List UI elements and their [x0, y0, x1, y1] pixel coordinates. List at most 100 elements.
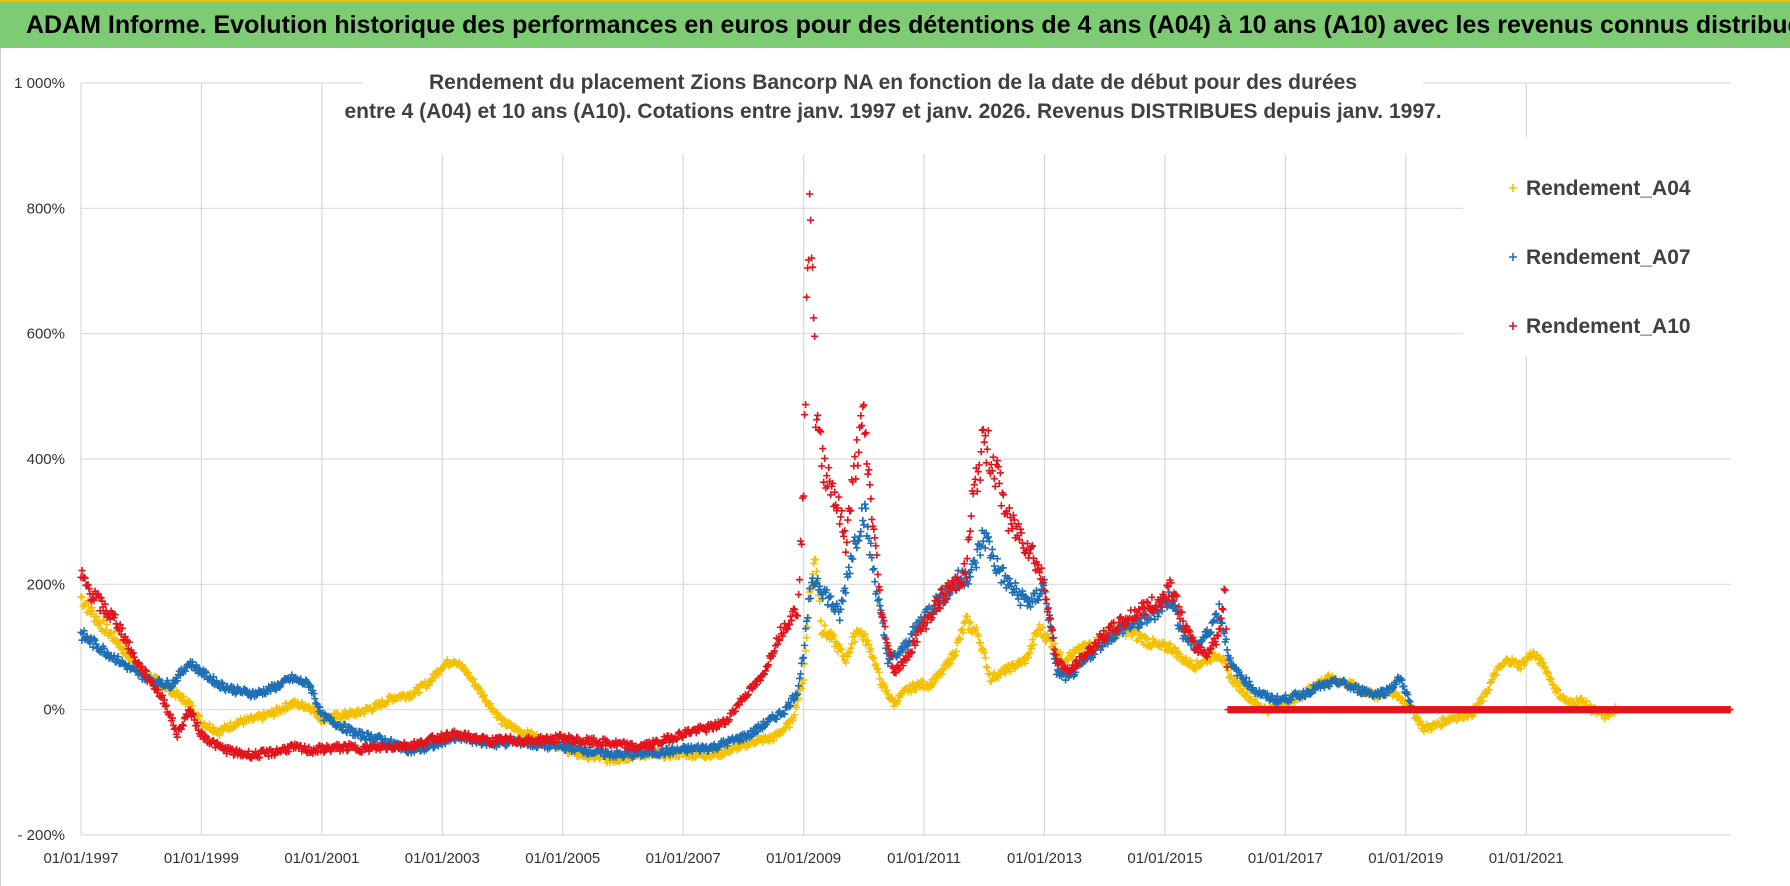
- data-point: [1144, 636, 1152, 644]
- data-point: [1215, 600, 1223, 608]
- data-point: [838, 596, 846, 604]
- data-point: [1003, 510, 1011, 518]
- data-point: [843, 538, 851, 546]
- data-point: [980, 649, 988, 657]
- data-point: [803, 634, 811, 642]
- data-point: [1029, 554, 1038, 562]
- data-point: [1005, 504, 1013, 512]
- data-point: [773, 640, 782, 648]
- data-point: [752, 681, 761, 689]
- data-point: [1104, 631, 1112, 639]
- data-point: [1014, 595, 1023, 603]
- data-point: [193, 719, 202, 727]
- data-point: [1040, 586, 1049, 595]
- data-point: [1070, 672, 1078, 680]
- data-point: [932, 607, 940, 615]
- data-point: [842, 548, 850, 556]
- data-point: [786, 612, 795, 620]
- data-point: [841, 584, 849, 592]
- data-point: [129, 649, 137, 657]
- y-tick-label: 200%: [27, 576, 65, 593]
- data-point: [1027, 543, 1036, 551]
- data-point: [946, 659, 954, 667]
- data-point: [1088, 648, 1096, 656]
- data-point: [982, 529, 990, 537]
- data-point: [883, 686, 891, 694]
- data-point: [1166, 640, 1174, 648]
- data-point: [794, 690, 802, 698]
- data-point: [1192, 665, 1200, 673]
- data-point: [1017, 529, 1026, 537]
- data-point: [966, 619, 974, 627]
- data-point: [776, 623, 785, 631]
- data-point: [994, 463, 1002, 471]
- data-point: [846, 648, 854, 656]
- data-point: [316, 703, 324, 711]
- data-point: [1026, 603, 1035, 611]
- data-point: [1004, 527, 1012, 535]
- data-point: [1533, 651, 1541, 659]
- data-point: [1389, 692, 1397, 700]
- data-point: [1005, 575, 1013, 583]
- data-point: [999, 491, 1007, 499]
- data-point: [1400, 682, 1408, 690]
- data-point: [801, 641, 809, 649]
- data-point: [813, 567, 821, 575]
- data-point: [797, 537, 805, 545]
- data-point: [964, 580, 972, 588]
- data-point: [731, 707, 739, 715]
- data-point: [810, 314, 818, 322]
- data-point: [479, 692, 488, 700]
- x-tick-label: 01/01/2011: [887, 850, 961, 867]
- data-point: [1553, 687, 1561, 695]
- data-point: [973, 487, 981, 495]
- data-point: [320, 748, 328, 757]
- data-point: [816, 582, 824, 590]
- data-point: [1022, 593, 1031, 602]
- legend-label-Rendement_A10: Rendement_A10: [1526, 315, 1691, 338]
- data-point: [846, 569, 854, 578]
- data-point: [111, 611, 119, 619]
- data-point: [794, 612, 802, 620]
- data-point: [976, 639, 984, 647]
- data-point: [876, 675, 884, 683]
- data-point: [802, 400, 810, 409]
- data-point: [1223, 663, 1231, 671]
- data-point: [955, 634, 963, 642]
- data-point: [1479, 697, 1487, 705]
- data-point: [1024, 653, 1033, 662]
- data-point: [81, 574, 89, 582]
- data-point: [976, 476, 984, 484]
- data-point: [969, 490, 977, 498]
- legend-label-Rendement_A04: Rendement_A04: [1526, 177, 1691, 200]
- data-point: [1143, 598, 1151, 606]
- data-point: [447, 734, 455, 743]
- x-tick-label: 01/01/1997: [43, 850, 118, 867]
- data-point: [863, 460, 871, 468]
- data-point: [1149, 635, 1157, 643]
- data-point: [756, 676, 765, 684]
- data-point: [847, 506, 855, 515]
- data-point: [785, 703, 794, 711]
- data-point: [256, 754, 264, 762]
- data-point: [807, 594, 815, 602]
- data-point: [996, 469, 1004, 477]
- data-point: [1162, 597, 1170, 605]
- data-point: [1032, 630, 1041, 639]
- data-point: [981, 544, 989, 552]
- data-point: [995, 479, 1003, 488]
- data-point: [908, 648, 916, 656]
- data-point: [872, 660, 880, 668]
- data-point: [868, 554, 876, 562]
- data-point: [1182, 654, 1190, 662]
- data-point: [860, 521, 868, 529]
- data-point: [871, 578, 879, 586]
- data-point: [1245, 677, 1253, 686]
- data-point: [1536, 654, 1544, 663]
- data-point: [1147, 643, 1155, 651]
- data-point: [775, 636, 784, 645]
- data-point: [110, 628, 118, 636]
- data-point: [991, 482, 999, 491]
- data-point: [181, 667, 189, 675]
- data-point: [162, 701, 170, 709]
